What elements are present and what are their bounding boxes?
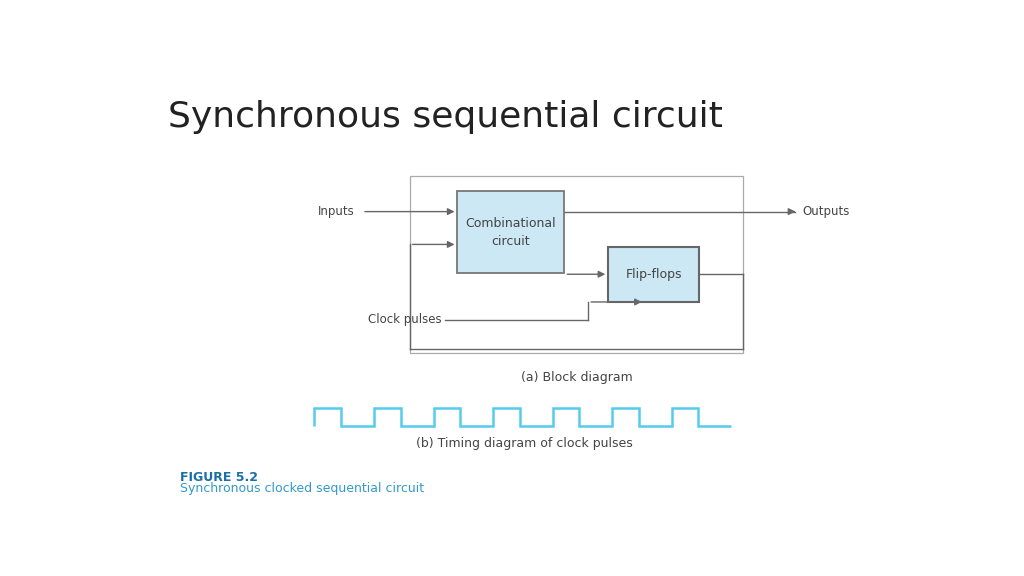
Bar — [458, 191, 564, 273]
Text: (a) Block diagram: (a) Block diagram — [520, 371, 632, 384]
Text: Inputs: Inputs — [317, 205, 354, 218]
Text: (b) Timing diagram of clock pulses: (b) Timing diagram of clock pulses — [417, 437, 633, 450]
Bar — [608, 247, 699, 302]
Text: Outputs: Outputs — [803, 205, 850, 218]
Text: Synchronous sequential circuit: Synchronous sequential circuit — [168, 100, 723, 134]
Text: Flip-flops: Flip-flops — [626, 268, 682, 281]
Text: Synchronous clocked sequential circuit: Synchronous clocked sequential circuit — [179, 483, 424, 495]
Bar — [410, 176, 743, 353]
Text: Clock pulses: Clock pulses — [368, 313, 441, 326]
Text: Combinational
circuit: Combinational circuit — [466, 217, 556, 248]
Text: FIGURE 5.2: FIGURE 5.2 — [179, 471, 258, 483]
